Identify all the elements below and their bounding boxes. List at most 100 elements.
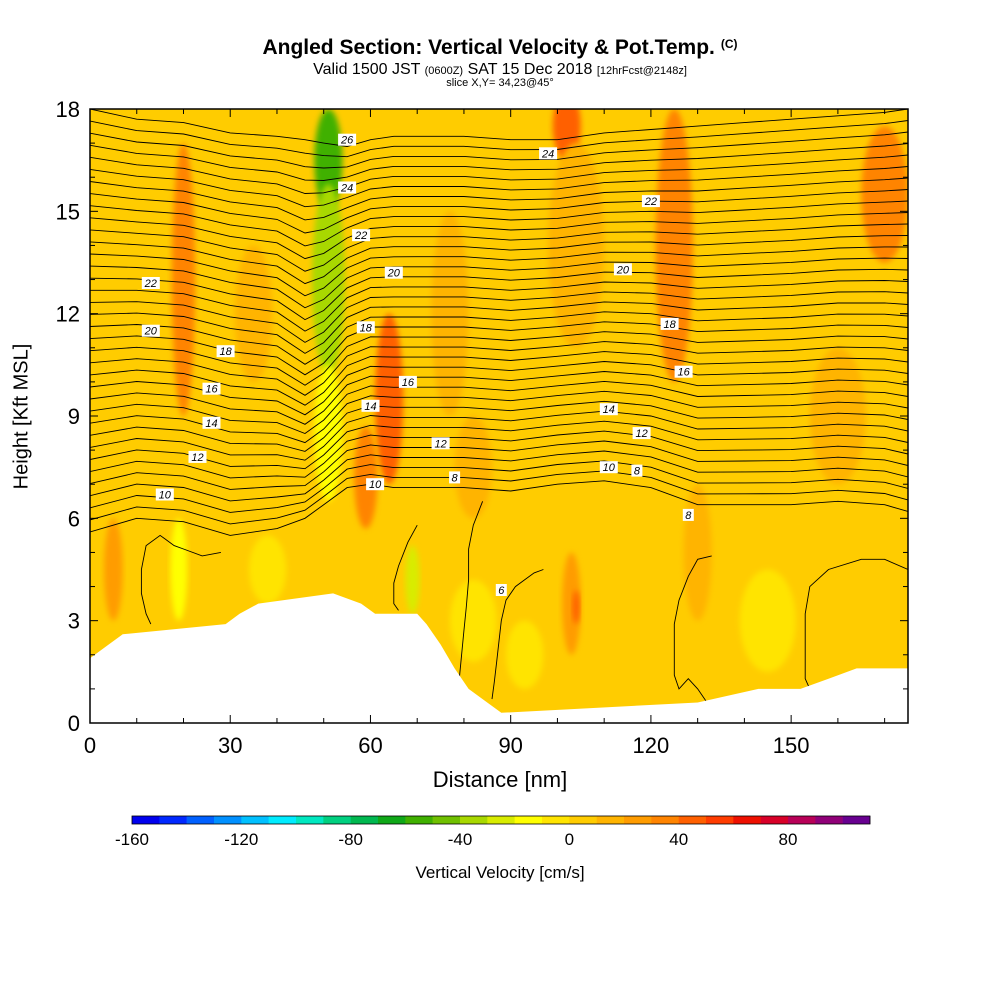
velocity-cell	[562, 552, 581, 655]
valid-date: SAT 15 Dec 2018	[467, 61, 593, 78]
contour-label: 10	[599, 461, 618, 474]
velocity-cell	[454, 416, 492, 519]
contour-label-bg	[431, 437, 450, 450]
contour-label: 16	[398, 375, 417, 389]
contour-label: 18	[356, 321, 375, 334]
theta-isoline	[140, 534, 221, 625]
theta-isoline	[90, 291, 908, 343]
contour-label: 10	[155, 488, 174, 502]
colorbar-swatch	[268, 816, 297, 824]
contour-label-text: 24	[340, 183, 353, 195]
velocity-cell	[234, 245, 273, 382]
contour-label: 14	[599, 403, 618, 416]
contour-label: 22	[641, 195, 660, 208]
colorbar-swatch	[405, 816, 433, 824]
velocity-cell	[405, 545, 420, 614]
theta-isoline	[393, 524, 418, 611]
colorbar-swatch	[760, 816, 789, 824]
slice-info: slice X,Y= 34,23@45°	[446, 77, 554, 89]
contour-label-bg	[682, 508, 694, 521]
theta-isoline	[90, 420, 908, 470]
theta-isoline	[90, 257, 908, 309]
contour-label-text: 20	[387, 268, 401, 280]
contour-label-bg	[599, 461, 618, 474]
contour-label-text: 8	[685, 510, 692, 522]
velocity-cell	[354, 426, 378, 529]
title-unit-mark: (C)	[720, 37, 738, 51]
colorbar-swatch	[842, 816, 871, 824]
contour-label: 12	[431, 437, 450, 450]
colorbar-swatch	[514, 816, 543, 824]
y-tick-label: 3	[68, 609, 80, 634]
contour-label-bg	[674, 365, 693, 378]
theta-isoline	[90, 410, 908, 461]
colorbar-label: Vertical Velocity [cm/s]	[415, 863, 585, 882]
colorbar-swatch	[733, 816, 761, 824]
contour-label-bg	[216, 345, 235, 358]
theta-isoline	[90, 460, 908, 513]
theta-isoline	[90, 400, 908, 452]
contour-label-bg	[188, 450, 207, 463]
contour-label-bg	[202, 416, 221, 429]
contour-label: 20	[613, 263, 632, 276]
contour-label-text: 22	[644, 196, 657, 208]
x-axis-label: Distance [nm]	[432, 767, 568, 792]
chart-title: Angled Section: Vertical Velocity & Pot.…	[0, 36, 1000, 60]
theta-isoline	[90, 280, 908, 332]
valid-utc: (0600Z)	[424, 65, 464, 77]
theta-isoline	[90, 177, 908, 221]
velocity-cell	[861, 126, 908, 263]
contour-label-bg	[141, 324, 160, 337]
velocity-cell	[431, 211, 469, 416]
chart-subtitle: Valid 1500 JST (0600Z) SAT 15 Dec 2018 […	[0, 61, 1000, 79]
contour-label-text: 20	[144, 326, 158, 338]
colorbar-swatch	[241, 816, 269, 824]
velocity-cell	[314, 109, 343, 212]
title-text: Angled Section: Vertical Velocity & Pot.…	[262, 36, 715, 59]
colorbar-swatch	[159, 816, 187, 824]
velocity-cell	[375, 313, 404, 485]
y-tick-label: 15	[56, 199, 80, 224]
velocity-cell	[809, 347, 866, 485]
contour-label-text: 16	[677, 367, 690, 379]
contour-label: 24	[338, 181, 357, 195]
x-tick-label: 150	[773, 733, 810, 758]
contour-label-text: 22	[144, 278, 157, 290]
theta-isoline	[90, 470, 908, 525]
contour-label-text: 24	[541, 148, 554, 160]
theta-isoline	[90, 390, 908, 444]
colorbar-tick-label: -40	[448, 830, 473, 849]
contour-label-bg	[599, 403, 618, 416]
velocity-cell	[248, 535, 287, 604]
y-tick-label: 6	[68, 506, 80, 531]
contour-label-bg	[539, 147, 558, 160]
y-tick-label: 12	[56, 302, 80, 327]
velocity-cell	[572, 589, 580, 625]
contour-label-bg	[155, 488, 174, 501]
contour-label-text: 18	[360, 322, 373, 334]
colorbar-swatch	[624, 816, 652, 824]
colorbar-swatch	[432, 816, 461, 824]
theta-isoline	[458, 501, 484, 679]
colorbar-swatch	[186, 816, 215, 824]
theta-isoline	[90, 166, 908, 208]
x-tick-label: 0	[84, 733, 96, 758]
theta-isoline	[90, 109, 908, 147]
contour-label: 12	[632, 427, 651, 440]
velocity-cell	[171, 143, 196, 417]
contour-label: 18	[216, 345, 235, 358]
contour-label: 26	[338, 133, 357, 147]
contour-label-text: 8	[452, 472, 459, 484]
theta-isoline	[90, 246, 908, 297]
terrain	[90, 593, 908, 724]
contour-label-bg	[449, 471, 461, 484]
contour-label-bg	[641, 195, 660, 208]
contour-label-bg	[361, 399, 380, 412]
contour-label: 12	[188, 450, 207, 464]
theta-isoline	[90, 212, 908, 260]
colorbar-swatch	[214, 816, 242, 824]
vertical-velocity-field	[90, 109, 908, 723]
contour-label-bg	[141, 277, 160, 289]
colorbar-swatch	[706, 816, 734, 824]
